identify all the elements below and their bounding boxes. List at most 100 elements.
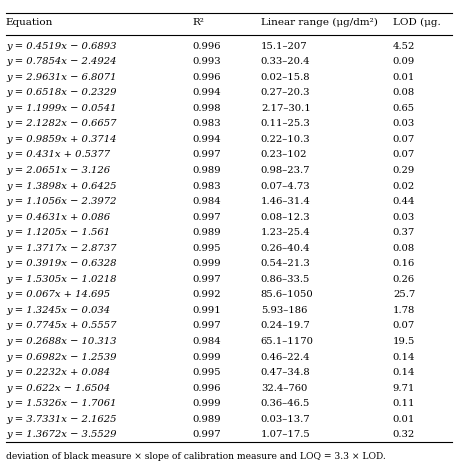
Text: 25.7: 25.7 bbox=[393, 291, 415, 300]
Text: 0.37: 0.37 bbox=[393, 228, 415, 237]
Text: 0.02: 0.02 bbox=[393, 182, 415, 191]
Text: y = 0.6982x − 1.2539: y = 0.6982x − 1.2539 bbox=[6, 353, 117, 362]
Text: 1.78: 1.78 bbox=[393, 306, 415, 315]
Text: 0.994: 0.994 bbox=[192, 88, 221, 97]
Text: 0.996: 0.996 bbox=[192, 42, 221, 51]
Text: 0.01: 0.01 bbox=[393, 415, 415, 424]
Text: 0.993: 0.993 bbox=[192, 57, 221, 66]
Text: y = 2.0651x − 3.126: y = 2.0651x − 3.126 bbox=[6, 166, 110, 175]
Text: 0.08: 0.08 bbox=[393, 244, 415, 253]
Text: LOD (μg.: LOD (μg. bbox=[393, 18, 440, 27]
Text: 0.984: 0.984 bbox=[192, 197, 221, 206]
Text: 0.992: 0.992 bbox=[192, 291, 221, 300]
Text: 2.17–30.1: 2.17–30.1 bbox=[261, 104, 310, 113]
Text: y = 1.1205x − 1.561: y = 1.1205x − 1.561 bbox=[6, 228, 110, 237]
Text: y = 2.1282x − 0.6657: y = 2.1282x − 0.6657 bbox=[6, 119, 117, 128]
Text: 0.36–46.5: 0.36–46.5 bbox=[261, 399, 310, 408]
Text: 85.6–1050: 85.6–1050 bbox=[261, 291, 314, 300]
Text: 0.01: 0.01 bbox=[393, 73, 415, 82]
Text: 0.16: 0.16 bbox=[393, 259, 415, 268]
Text: 0.24–19.7: 0.24–19.7 bbox=[261, 321, 310, 330]
Text: 1.46–31.4: 1.46–31.4 bbox=[261, 197, 310, 206]
Text: 0.999: 0.999 bbox=[192, 353, 221, 362]
Text: 0.03–13.7: 0.03–13.7 bbox=[261, 415, 310, 424]
Text: y = 3.7331x − 2.1625: y = 3.7331x − 2.1625 bbox=[6, 415, 117, 424]
Text: 0.27–20.3: 0.27–20.3 bbox=[261, 88, 310, 97]
Text: 0.989: 0.989 bbox=[192, 166, 221, 175]
Text: 0.996: 0.996 bbox=[192, 73, 221, 82]
Text: 0.29: 0.29 bbox=[393, 166, 415, 175]
Text: 0.26: 0.26 bbox=[393, 275, 415, 284]
Text: 0.03: 0.03 bbox=[393, 119, 415, 128]
Text: 65.1–1170: 65.1–1170 bbox=[261, 337, 314, 346]
Text: 0.46–22.4: 0.46–22.4 bbox=[261, 353, 310, 362]
Text: y = 0.7745x + 0.5557: y = 0.7745x + 0.5557 bbox=[6, 321, 117, 330]
Text: y = 0.622x − 1.6504: y = 0.622x − 1.6504 bbox=[6, 383, 110, 392]
Text: 0.994: 0.994 bbox=[192, 135, 221, 144]
Text: 0.86–33.5: 0.86–33.5 bbox=[261, 275, 310, 284]
Text: 0.14: 0.14 bbox=[393, 368, 415, 377]
Text: y = 0.6518x − 0.2329: y = 0.6518x − 0.2329 bbox=[6, 88, 117, 97]
Text: 0.991: 0.991 bbox=[192, 306, 221, 315]
Text: 0.997: 0.997 bbox=[192, 430, 221, 439]
Text: y = 1.5326x − 1.7061: y = 1.5326x − 1.7061 bbox=[6, 399, 117, 408]
Text: 1.23–25.4: 1.23–25.4 bbox=[261, 228, 310, 237]
Text: 0.08: 0.08 bbox=[393, 88, 415, 97]
Text: 0.997: 0.997 bbox=[192, 275, 221, 284]
Text: Linear range (μg/dm²): Linear range (μg/dm²) bbox=[261, 18, 378, 27]
Text: 1.07–17.5: 1.07–17.5 bbox=[261, 430, 310, 439]
Text: Equation: Equation bbox=[6, 18, 53, 27]
Text: 32.4–760: 32.4–760 bbox=[261, 383, 307, 392]
Text: y = 1.3672x − 3.5529: y = 1.3672x − 3.5529 bbox=[6, 430, 117, 439]
Text: 0.998: 0.998 bbox=[192, 104, 221, 113]
Text: y = 0.2688x − 10.313: y = 0.2688x − 10.313 bbox=[6, 337, 117, 346]
Text: 0.997: 0.997 bbox=[192, 213, 221, 222]
Text: 0.07: 0.07 bbox=[393, 150, 415, 159]
Text: 0.07: 0.07 bbox=[393, 321, 415, 330]
Text: y = 0.3919x − 0.6328: y = 0.3919x − 0.6328 bbox=[6, 259, 117, 268]
Text: 15.1–207: 15.1–207 bbox=[261, 42, 308, 51]
Text: 0.02–15.8: 0.02–15.8 bbox=[261, 73, 310, 82]
Text: 0.999: 0.999 bbox=[192, 259, 221, 268]
Text: 0.22–10.3: 0.22–10.3 bbox=[261, 135, 310, 144]
Text: 0.983: 0.983 bbox=[192, 119, 221, 128]
Text: 0.989: 0.989 bbox=[192, 415, 221, 424]
Text: 0.984: 0.984 bbox=[192, 337, 221, 346]
Text: y = 0.4631x + 0.086: y = 0.4631x + 0.086 bbox=[6, 213, 110, 222]
Text: y = 1.1056x − 2.3972: y = 1.1056x − 2.3972 bbox=[6, 197, 117, 206]
Text: y = 0.431x + 0.5377: y = 0.431x + 0.5377 bbox=[6, 150, 110, 159]
Text: y = 1.3717x − 2.8737: y = 1.3717x − 2.8737 bbox=[6, 244, 117, 253]
Text: R²: R² bbox=[192, 18, 204, 27]
Text: 19.5: 19.5 bbox=[393, 337, 415, 346]
Text: 4.52: 4.52 bbox=[393, 42, 415, 51]
Text: 0.08–12.3: 0.08–12.3 bbox=[261, 213, 310, 222]
Text: y = 1.1999x − 0.0541: y = 1.1999x − 0.0541 bbox=[6, 104, 117, 113]
Text: 9.71: 9.71 bbox=[393, 383, 415, 392]
Text: 0.989: 0.989 bbox=[192, 228, 221, 237]
Text: 0.44: 0.44 bbox=[393, 197, 415, 206]
Text: 0.98–23.7: 0.98–23.7 bbox=[261, 166, 310, 175]
Text: 0.54–21.3: 0.54–21.3 bbox=[261, 259, 310, 268]
Text: 0.26–40.4: 0.26–40.4 bbox=[261, 244, 310, 253]
Text: 0.32: 0.32 bbox=[393, 430, 415, 439]
Text: 0.33–20.4: 0.33–20.4 bbox=[261, 57, 310, 66]
Text: 0.47–34.8: 0.47–34.8 bbox=[261, 368, 310, 377]
Text: y = 0.2232x + 0.084: y = 0.2232x + 0.084 bbox=[6, 368, 110, 377]
Text: 0.997: 0.997 bbox=[192, 150, 221, 159]
Text: 0.999: 0.999 bbox=[192, 399, 221, 408]
Text: deviation of black measure × slope of calibration measure and LOQ = 3.3 × LOD.: deviation of black measure × slope of ca… bbox=[6, 452, 386, 461]
Text: 0.995: 0.995 bbox=[192, 244, 221, 253]
Text: y = 2.9631x − 6.8071: y = 2.9631x − 6.8071 bbox=[6, 73, 117, 82]
Text: y = 1.3245x − 0.034: y = 1.3245x − 0.034 bbox=[6, 306, 110, 315]
Text: 0.11: 0.11 bbox=[393, 399, 415, 408]
Text: 0.07: 0.07 bbox=[393, 135, 415, 144]
Text: 0.03: 0.03 bbox=[393, 213, 415, 222]
Text: y = 0.067x + 14.695: y = 0.067x + 14.695 bbox=[6, 291, 110, 300]
Text: 0.11–25.3: 0.11–25.3 bbox=[261, 119, 310, 128]
Text: y = 0.7854x − 2.4924: y = 0.7854x − 2.4924 bbox=[6, 57, 117, 66]
Text: 0.996: 0.996 bbox=[192, 383, 221, 392]
Text: 0.997: 0.997 bbox=[192, 321, 221, 330]
Text: 0.983: 0.983 bbox=[192, 182, 221, 191]
Text: 0.07–4.73: 0.07–4.73 bbox=[261, 182, 310, 191]
Text: 0.09: 0.09 bbox=[393, 57, 415, 66]
